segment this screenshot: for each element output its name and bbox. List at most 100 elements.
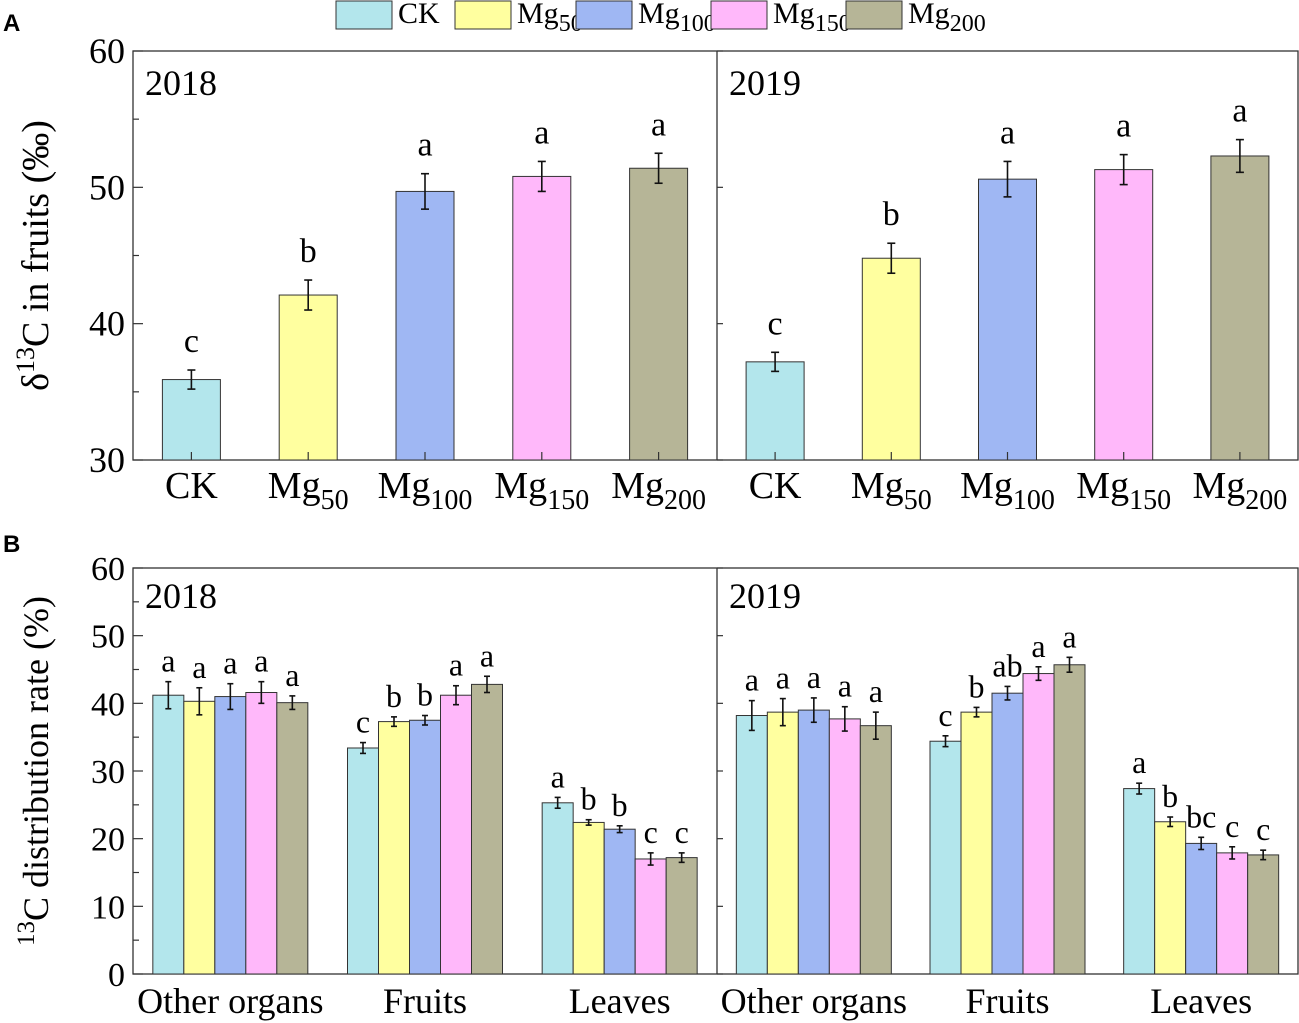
significance-letter: b (969, 668, 985, 704)
significance-letter: a (254, 643, 268, 679)
bar (828, 718, 861, 975)
bar (1053, 664, 1086, 975)
bar (1216, 852, 1249, 975)
significance-letter: bc (1186, 798, 1216, 834)
bar (183, 700, 216, 975)
significance-letter: b (417, 677, 433, 713)
bar (541, 802, 574, 975)
group-label: Other organs (721, 981, 907, 1021)
legend-swatch (845, 0, 903, 30)
facet-title: 2018 (145, 576, 217, 616)
group-label: Leaves (1150, 981, 1252, 1021)
bar (395, 190, 455, 461)
y-tick-label: 50 (91, 619, 125, 656)
significance-letter: a (869, 673, 883, 709)
y-tick-label: 20 (91, 822, 125, 859)
facet-title: 2019 (729, 576, 801, 616)
significance-letter: b (1162, 778, 1178, 814)
significance-letter: c (184, 323, 199, 360)
legend-label: Mg50 (517, 0, 583, 37)
significance-letter: a (1232, 93, 1247, 130)
bar (245, 692, 278, 975)
bar (1210, 155, 1270, 461)
x-tick-label: Mg150 (1076, 465, 1171, 516)
x-tick-label: Mg150 (494, 465, 589, 516)
significance-letter: a (285, 657, 299, 693)
x-tick-label: Mg50 (268, 465, 349, 516)
significance-letter: b (612, 787, 628, 823)
significance-letter: b (581, 781, 597, 817)
legend-label: CK (398, 0, 440, 30)
significance-letter: a (838, 668, 852, 704)
bar (735, 715, 768, 975)
bar (1185, 842, 1218, 975)
bar (991, 692, 1024, 975)
y-tick-label: 0 (108, 957, 125, 994)
bar (1154, 821, 1187, 975)
bar (629, 167, 689, 461)
significance-letter: a (534, 114, 549, 151)
group-label: Other organs (137, 981, 323, 1021)
x-tick-label: Mg50 (851, 465, 932, 516)
y-tick-label: 30 (91, 754, 125, 791)
facet-title: 2019 (729, 63, 801, 103)
bar (634, 858, 667, 975)
bar (347, 747, 379, 975)
y-tick-label: 10 (91, 889, 125, 926)
significance-letter: a (223, 645, 237, 681)
legend-label: Mg150 (773, 0, 851, 37)
group-label: Leaves (569, 981, 671, 1021)
panel-a: A 30 40 50 60 δ13C in fruits (‰) 2018 c CK b Mg50 a… (3, 10, 1299, 516)
y-tick-label: 60 (91, 551, 125, 588)
y-axis-label: 13C distribution rate (%) (13, 596, 56, 946)
significance-letter: c (1256, 811, 1270, 847)
bar (378, 721, 410, 975)
significance-letter: b (300, 233, 317, 270)
significance-letter: a (449, 647, 463, 683)
bar (766, 711, 799, 975)
bar (276, 702, 309, 975)
significance-letter: a (161, 643, 175, 679)
bar (859, 725, 892, 975)
significance-letter: a (745, 662, 759, 698)
bar (152, 694, 185, 975)
legend-swatch (454, 0, 512, 30)
bar (161, 379, 221, 461)
bar (1123, 788, 1156, 975)
legend-swatch (335, 0, 393, 30)
significance-letter: a (651, 106, 666, 143)
x-tick-label: Mg100 (960, 465, 1055, 516)
significance-letter: a (192, 649, 206, 685)
significance-letter: a (807, 659, 821, 695)
bar (978, 178, 1037, 461)
panel-label-a: A (3, 10, 20, 37)
legend-swatch (710, 0, 768, 30)
significance-letter: a (1031, 628, 1045, 664)
significance-letter: c (675, 814, 689, 850)
significance-letter: b (386, 678, 402, 714)
x-tick-label: CK (165, 465, 218, 507)
legend-label: Mg100 (638, 0, 716, 37)
significance-letter: a (1000, 114, 1015, 151)
x-tick-label: Mg200 (1193, 465, 1288, 516)
group-label: Fruits (965, 981, 1049, 1021)
significance-letter: a (1116, 108, 1131, 145)
significance-letter: a (480, 637, 494, 673)
y-tick-label: 40 (89, 304, 125, 344)
x-tick-label: Mg100 (378, 465, 473, 516)
significance-letter: a (776, 660, 790, 696)
legend: CK Mg50 Mg100 Mg150 Mg200 (335, 0, 986, 37)
significance-letter: a (1132, 744, 1146, 780)
significance-letter: c (644, 814, 658, 850)
legend-label: Mg200 (908, 0, 986, 37)
bar (960, 711, 993, 975)
group-label: Fruits (383, 981, 467, 1021)
significance-letter: b (883, 196, 900, 233)
bar (440, 694, 472, 975)
bar (665, 857, 698, 975)
bar (797, 709, 830, 975)
significance-letter: a (417, 127, 432, 164)
legend-swatch (575, 0, 633, 30)
bar (214, 696, 247, 975)
bar (745, 361, 805, 461)
